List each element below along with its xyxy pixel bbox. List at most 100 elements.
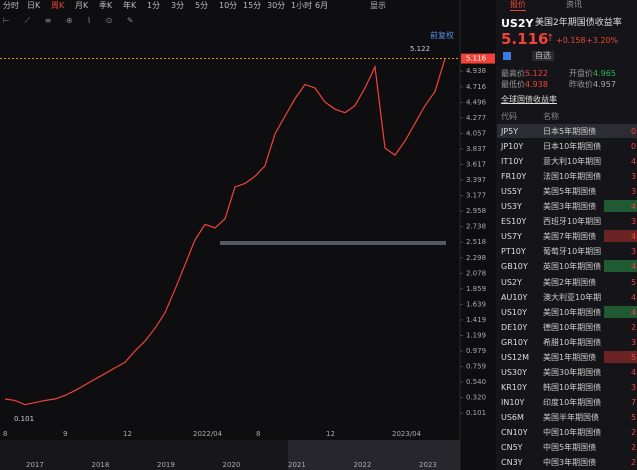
row-name[interactable]: 美国1年期国债 [543,352,597,362]
row-name[interactable]: 美国10年期国债 [543,307,602,317]
high-label: 5.122 [410,45,430,53]
row-code[interactable]: US10Y [501,307,527,317]
stat-value: 4.938 [525,80,548,89]
row-code[interactable]: US5Y [501,187,522,197]
row-name[interactable]: 中国3年期国债 [543,458,597,468]
row-name[interactable]: 韩国10年期国债 [543,382,602,392]
navigator-year: 2023 [419,461,437,469]
last-price-label: 5.116 [466,55,487,63]
row-highlight [497,124,637,138]
navigator-year: 2022 [354,461,372,469]
row-code[interactable]: JP5Y [501,127,519,136]
stat-label: 最高价 [501,69,525,78]
stat-label: 昨收价 [569,80,593,89]
panel-tab[interactable]: 资讯 [566,0,582,9]
y-tick-label: 0.979 [466,347,486,355]
row-name[interactable]: 中国5年期国债 [543,443,597,453]
stat-value: 4.965 [593,69,616,78]
row-name[interactable]: 美国30年期国债 [543,367,602,377]
toolbar-tab[interactable]: 年K [123,1,137,10]
row-value: 4 [631,232,637,242]
row-code[interactable]: US30Y [501,367,527,377]
cell-flash [604,350,637,363]
cell-flash [604,230,637,243]
list-title: 全球国债收益率 [501,95,557,104]
row-code[interactable]: IT10Y [501,157,524,167]
row-name[interactable]: 日本10年期国债 [543,142,602,152]
row-name[interactable]: 印度10年期国债 [543,397,602,407]
row-value: 2 [631,443,637,453]
row-name[interactable]: 中国10年期国债 [543,428,602,437]
row-name[interactable]: 澳大利亚10年期 [543,292,602,302]
cell-flash [604,200,637,213]
toolbar-tab[interactable]: 1小时 [291,1,313,10]
toolbar-tab[interactable]: 周K [51,1,65,10]
row-code[interactable]: US2Y [501,277,522,287]
toolbar-tab[interactable]: 1分 [147,1,161,10]
y-tick-label: 4.277 [466,114,486,122]
panel-tab[interactable]: 报价 [510,0,526,11]
toolbar-tab[interactable]: 15分 [243,1,262,10]
row-code[interactable]: CN5Y [501,443,523,453]
row-name[interactable]: 美国5年期国债 [543,187,597,197]
stat-value: 5.122 [525,69,548,78]
row-name[interactable]: 美国3年期国债 [543,202,597,212]
row-name[interactable]: 西班牙10年期国 [543,217,602,227]
watch-button[interactable]: 自选 [532,51,554,61]
last-price-tag [461,53,495,64]
quote-code: US2Y [501,17,534,30]
row-code[interactable]: CN3Y [501,458,523,468]
row-value: 3 [631,382,637,392]
display-button[interactable]: 显示 [370,1,386,10]
row-code[interactable]: DE10Y [501,322,528,332]
row-code[interactable]: US6M [501,412,524,422]
quote-change: +0.158 [556,36,586,45]
row-name[interactable]: 葡萄牙10年期国 [543,247,602,257]
row-name[interactable]: 美国半年期国债 [543,412,599,422]
toolbar-icons: ⊢ ⟋ ≡ ⊕ ⌇ ⊙ ✎ [3,16,140,25]
y-tick-label: 3.177 [466,192,486,200]
row-value: 4 [631,202,637,212]
adjust-label[interactable]: 前复权 [430,31,454,40]
toolbar-tab[interactable]: 30分 [267,1,286,10]
row-value: 5 [631,352,637,362]
cell-flash [604,260,637,273]
toolbar-tab[interactable]: 3分 [171,1,185,10]
row-name[interactable]: 法国10年期国债 [543,172,602,182]
row-code[interactable]: JP10Y [501,142,524,152]
toolbar-tab[interactable]: 季K [99,1,113,10]
row-name[interactable]: 德国10年期国债 [543,322,602,332]
navigator-year: 2019 [157,461,175,469]
row-code[interactable]: US3Y [501,202,522,212]
row-code[interactable]: AU10Y [501,292,528,302]
toolbar-tab[interactable]: 6月 [315,1,329,10]
navigator-year: 2018 [92,461,110,469]
chart: 4.938 4.716 4.496 4.277 4.057 3.837 3.617 3.397… [0,0,495,470]
toolbar-tab[interactable]: 5分 [195,1,209,10]
row-value: 2 [631,458,637,468]
row-code[interactable]: PT10Y [501,247,526,257]
row-name[interactable]: 英国10年期国债 [543,262,602,272]
y-tick-label: 1.639 [466,300,486,308]
row-code[interactable]: GR10Y [501,337,528,347]
row-code[interactable]: FR10Y [501,172,527,182]
row-name[interactable]: 希腊10年期国债 [543,337,602,347]
toolbar-tab[interactable]: 分时 [3,1,19,10]
row-code[interactable]: GB10Y [501,262,528,272]
row-name[interactable]: 意大利10年期国 [543,157,602,167]
list-header: 名称 [543,112,559,121]
toolbar-tab[interactable]: 日K [27,1,41,10]
row-code[interactable]: ES10Y [501,217,527,227]
row-code[interactable]: KR10Y [501,382,527,392]
row-name[interactable]: 日本5年期国债 [543,127,597,136]
row-value: 3 [631,247,637,257]
row-code[interactable]: US12M [501,352,530,362]
toolbar-tab[interactable]: 10分 [219,1,238,10]
row-name[interactable]: 美国7年期国债 [543,232,597,242]
row-code[interactable]: US7Y [501,232,522,242]
row-code[interactable]: CN10Y [501,428,528,437]
row-code[interactable]: IN10Y [501,397,525,407]
row-name[interactable]: 美国2年期国债 [543,277,597,287]
toolbar-tab[interactable]: 月K [75,1,89,10]
